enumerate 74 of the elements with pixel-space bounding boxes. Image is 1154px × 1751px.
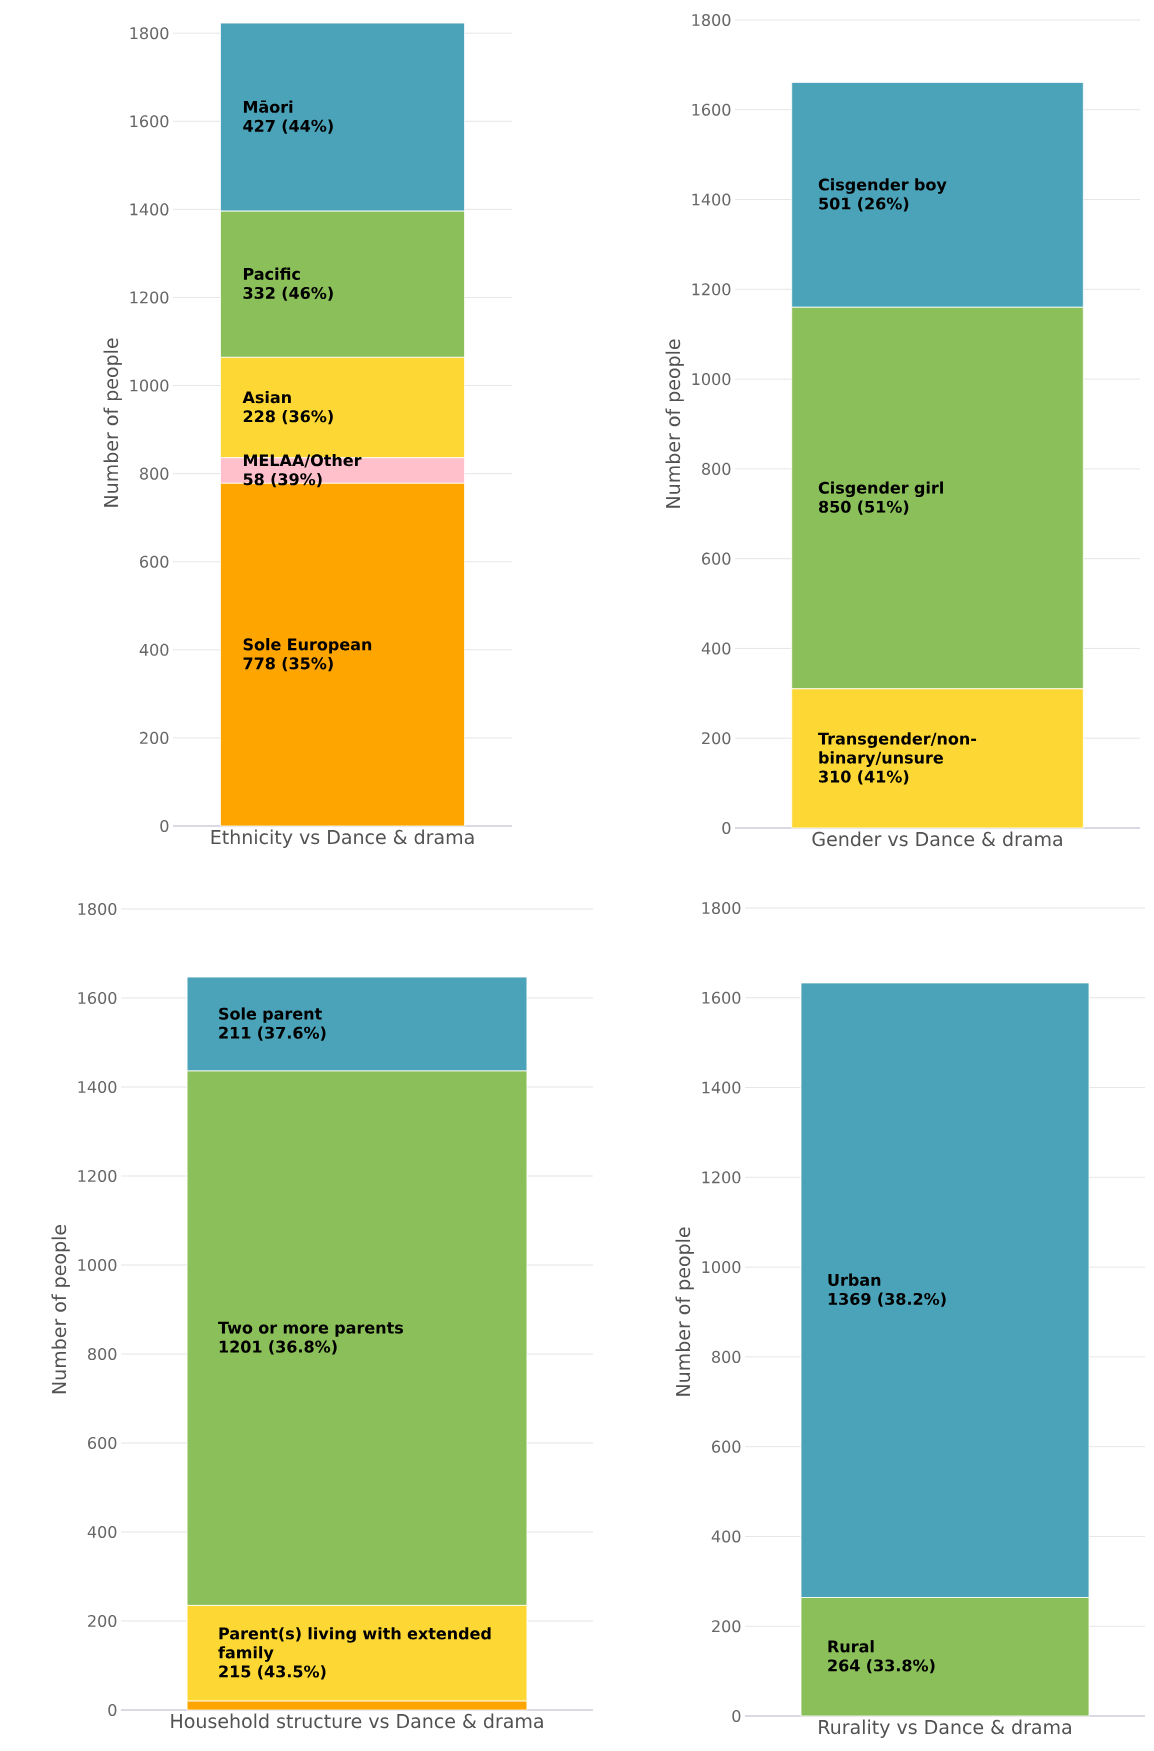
y-tick-label: 1000 xyxy=(692,373,731,386)
y-tick-label: 800 xyxy=(140,467,169,480)
y-tick-label: 1200 xyxy=(702,1171,741,1184)
y-tick-label: 600 xyxy=(88,1436,117,1450)
x-tick-label: Gender vs Dance & drama xyxy=(812,831,1062,847)
y-tick-label: 400 xyxy=(87,1525,117,1539)
y-tick-label: 1000 xyxy=(78,1258,117,1272)
y-tick-label: 600 xyxy=(712,1440,741,1453)
series-label: MELAA/Other xyxy=(243,453,362,468)
x-tick-label: Rurality vs Dance & drama xyxy=(819,1719,1071,1738)
y-tick-label: 800 xyxy=(88,1347,117,1361)
series-label: Asian xyxy=(242,390,291,404)
y-tick-label: 1800 xyxy=(692,13,731,27)
data-label: 215 (43.5%) xyxy=(219,1665,326,1680)
x-tick-label: Household structure vs Dance & drama xyxy=(171,1713,543,1729)
y-tick-label: 1600 xyxy=(78,991,117,1005)
y-axis-title: Number of people xyxy=(103,338,122,507)
y-tick-label: 0 xyxy=(108,1703,117,1717)
series-label: Urban xyxy=(828,1273,881,1286)
data-label: 332 (46%) xyxy=(243,286,333,301)
y-tick-label: 1800 xyxy=(130,27,169,40)
y-tick-label: 200 xyxy=(140,731,169,744)
y-tick-label: 1400 xyxy=(692,193,731,206)
series-label: Transgender/non-binary/unsure xyxy=(818,732,977,767)
data-label: 427 (44%) xyxy=(243,119,333,134)
y-tick-label: 800 xyxy=(712,1350,741,1363)
y-tick-label: 400 xyxy=(701,642,731,655)
y-tick-label: 1400 xyxy=(130,203,169,216)
data-label: 1369 (38.2%) xyxy=(828,1292,946,1307)
y-tick-label: 1600 xyxy=(692,103,731,116)
x-tick-label: Ethnicity vs Dance & drama xyxy=(211,829,474,848)
y-tick-label: 400 xyxy=(139,643,169,656)
y-tick-label: 0 xyxy=(732,1709,741,1723)
data-label: 264 (33.8%) xyxy=(828,1659,935,1674)
data-label: 501 (26%) xyxy=(819,197,909,212)
y-tick-label: 800 xyxy=(702,462,731,475)
y-axis-title: Number of people xyxy=(51,1224,70,1394)
data-label: 778 (35%) xyxy=(243,657,333,672)
y-tick-label: 1400 xyxy=(702,1081,741,1094)
y-tick-label: 1600 xyxy=(702,991,741,1004)
y-tick-label: 1400 xyxy=(78,1080,117,1094)
y-tick-label: 200 xyxy=(702,732,731,745)
y-tick-label: 600 xyxy=(140,555,169,568)
series-label: Two or more parents xyxy=(218,1321,404,1337)
y-tick-label: 1200 xyxy=(692,283,731,296)
y-tick-label: 0 xyxy=(160,819,169,833)
y-tick-label: 400 xyxy=(711,1530,741,1543)
data-label: 211 (37.6%) xyxy=(219,1026,326,1041)
data-label: 1201 (36.8%) xyxy=(219,1340,337,1355)
y-axis-title: Number of people xyxy=(665,339,684,508)
series-label: Māori xyxy=(243,100,293,113)
series-label: Sole parent xyxy=(219,1007,322,1023)
y-tick-label: 1000 xyxy=(702,1261,741,1274)
series-label: Cisgender boy xyxy=(818,178,947,194)
y-axis-title: Number of people xyxy=(675,1227,694,1396)
y-tick-label: 600 xyxy=(702,552,731,565)
series-label: Rural xyxy=(828,1640,874,1653)
series-label: Pacific xyxy=(243,267,300,280)
y-tick-label: 1800 xyxy=(78,902,117,916)
y-tick-label: 1000 xyxy=(130,379,169,392)
y-tick-label: 200 xyxy=(712,1620,741,1633)
data-label: 310 (41%) xyxy=(819,770,909,785)
y-tick-label: 200 xyxy=(88,1614,117,1628)
series-label: Parent(s) living with extended family xyxy=(218,1627,491,1662)
data-label: 58 (39%) xyxy=(243,472,322,488)
y-tick-label: 1800 xyxy=(702,901,741,915)
y-tick-label: 1600 xyxy=(130,115,169,128)
data-label: 228 (36%) xyxy=(243,409,333,425)
data-label: 850 (51%) xyxy=(818,500,909,515)
series-label: Cisgender girl xyxy=(818,481,943,498)
y-tick-label: 1200 xyxy=(130,291,169,304)
y-tick-label: 1200 xyxy=(78,1169,117,1183)
y-tick-label: 0 xyxy=(722,821,731,835)
series-label: Sole European xyxy=(243,638,372,654)
